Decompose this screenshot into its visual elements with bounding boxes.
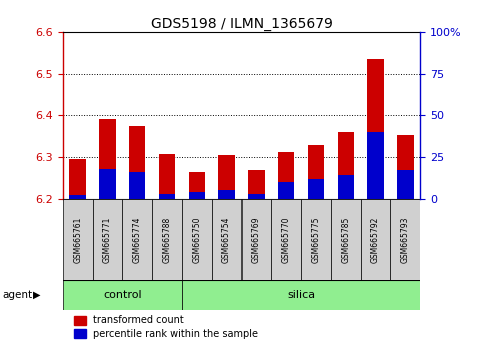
Bar [93,199,122,280]
Bar [63,280,182,310]
Bar [129,126,145,199]
Bar [129,172,145,199]
Text: GSM665750: GSM665750 [192,216,201,263]
Bar [99,169,115,199]
Bar [73,316,86,325]
Text: GSM665771: GSM665771 [103,216,112,263]
Text: GSM665761: GSM665761 [73,216,82,263]
Bar [308,179,324,199]
Bar [368,59,384,199]
Text: transformed count: transformed count [93,315,184,325]
Text: GSM665792: GSM665792 [371,216,380,263]
Bar [159,194,175,199]
Text: GSM665793: GSM665793 [401,216,410,263]
Bar [152,199,182,280]
Bar [248,194,265,199]
Bar [189,192,205,199]
Text: GSM665775: GSM665775 [312,216,320,263]
Title: GDS5198 / ILMN_1365679: GDS5198 / ILMN_1365679 [151,17,332,31]
Bar [397,135,413,199]
Bar [212,199,242,280]
Text: GSM665770: GSM665770 [282,216,291,263]
Bar [338,175,354,199]
Bar [331,199,361,280]
Text: GSM665785: GSM665785 [341,216,350,263]
Bar [271,199,301,280]
Text: percentile rank within the sample: percentile rank within the sample [93,329,258,339]
Bar [361,199,390,280]
Bar [301,199,331,280]
Bar [390,199,420,280]
Bar [99,120,115,199]
Bar [218,155,235,199]
Bar [278,182,294,199]
Bar [63,199,93,280]
Bar [73,329,86,338]
Text: GSM665788: GSM665788 [163,216,171,263]
Bar [218,190,235,199]
Bar [122,199,152,280]
Bar [338,132,354,199]
Bar [242,199,271,280]
Bar [182,280,420,310]
Bar [159,154,175,199]
Bar [278,152,294,199]
Text: control: control [103,290,142,300]
Bar [397,170,413,199]
Text: GSM665774: GSM665774 [133,216,142,263]
Text: silica: silica [287,290,315,300]
Text: GSM665769: GSM665769 [252,216,261,263]
Bar [70,159,86,199]
Bar [308,144,324,199]
Bar [248,170,265,199]
Text: ▶: ▶ [33,290,41,300]
Bar [182,199,212,280]
Bar [368,132,384,199]
Bar [70,195,86,199]
Text: GSM665754: GSM665754 [222,216,231,263]
Bar [189,172,205,199]
Text: agent: agent [2,290,32,300]
